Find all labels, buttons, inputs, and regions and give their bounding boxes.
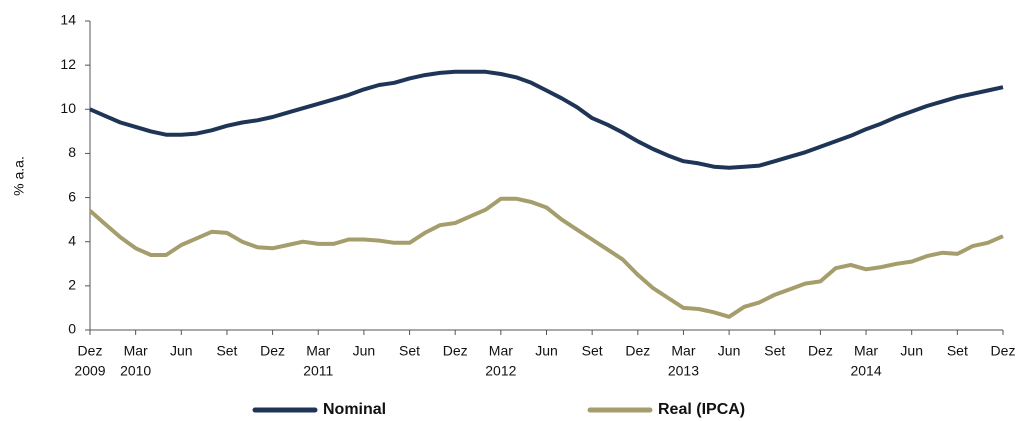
x-year-label: 2013 xyxy=(668,363,699,379)
x-tick-label: Mar xyxy=(124,343,148,359)
x-tick-label: Dez xyxy=(260,343,285,359)
x-tick-label: Jun xyxy=(900,343,923,359)
x-year-label: 2014 xyxy=(850,363,881,379)
x-year-label: 2010 xyxy=(120,363,151,379)
series-line xyxy=(88,196,1004,319)
y-tick-label: 12 xyxy=(60,56,76,72)
x-tick-label: Mar xyxy=(489,343,513,359)
y-tick-label: 6 xyxy=(68,188,76,204)
y-tick-label: 2 xyxy=(68,277,76,293)
x-tick-label: Set xyxy=(216,343,237,359)
x-year-label: 2011 xyxy=(303,363,333,379)
x-tick-label: Jun xyxy=(170,343,193,359)
x-tick-label: Set xyxy=(399,343,420,359)
x-tick-label: Mar xyxy=(854,343,878,359)
x-tick-label: Set xyxy=(947,343,968,359)
y-tick-label: 10 xyxy=(60,100,76,116)
x-tick-label: Set xyxy=(582,343,603,359)
y-axis-label: % a.a. xyxy=(11,156,27,196)
x-tick-label: Dez xyxy=(808,343,833,359)
x-tick-label: Set xyxy=(764,343,785,359)
x-tick-label: Jun xyxy=(718,343,741,359)
x-tick-label: Dez xyxy=(443,343,468,359)
x-tick-label: Jun xyxy=(353,343,376,359)
series-line xyxy=(89,69,1004,170)
legend-label: Nominal xyxy=(323,401,386,418)
y-tick-label: 0 xyxy=(68,321,76,337)
x-year-label: 2009 xyxy=(74,363,105,379)
legend-label: Real (IPCA) xyxy=(658,401,745,418)
y-tick-label: 14 xyxy=(60,12,76,28)
x-tick-label: Jun xyxy=(535,343,558,359)
x-tick-label: Mar xyxy=(306,343,330,359)
y-tick-label: 4 xyxy=(68,232,76,248)
x-tick-label: Dez xyxy=(78,343,103,359)
x-tick-label: Mar xyxy=(671,343,695,359)
x-tick-label: Dez xyxy=(625,343,650,359)
x-year-label: 2012 xyxy=(485,363,516,379)
x-tick-label: Dez xyxy=(991,343,1016,359)
y-tick-label: 8 xyxy=(68,144,76,160)
